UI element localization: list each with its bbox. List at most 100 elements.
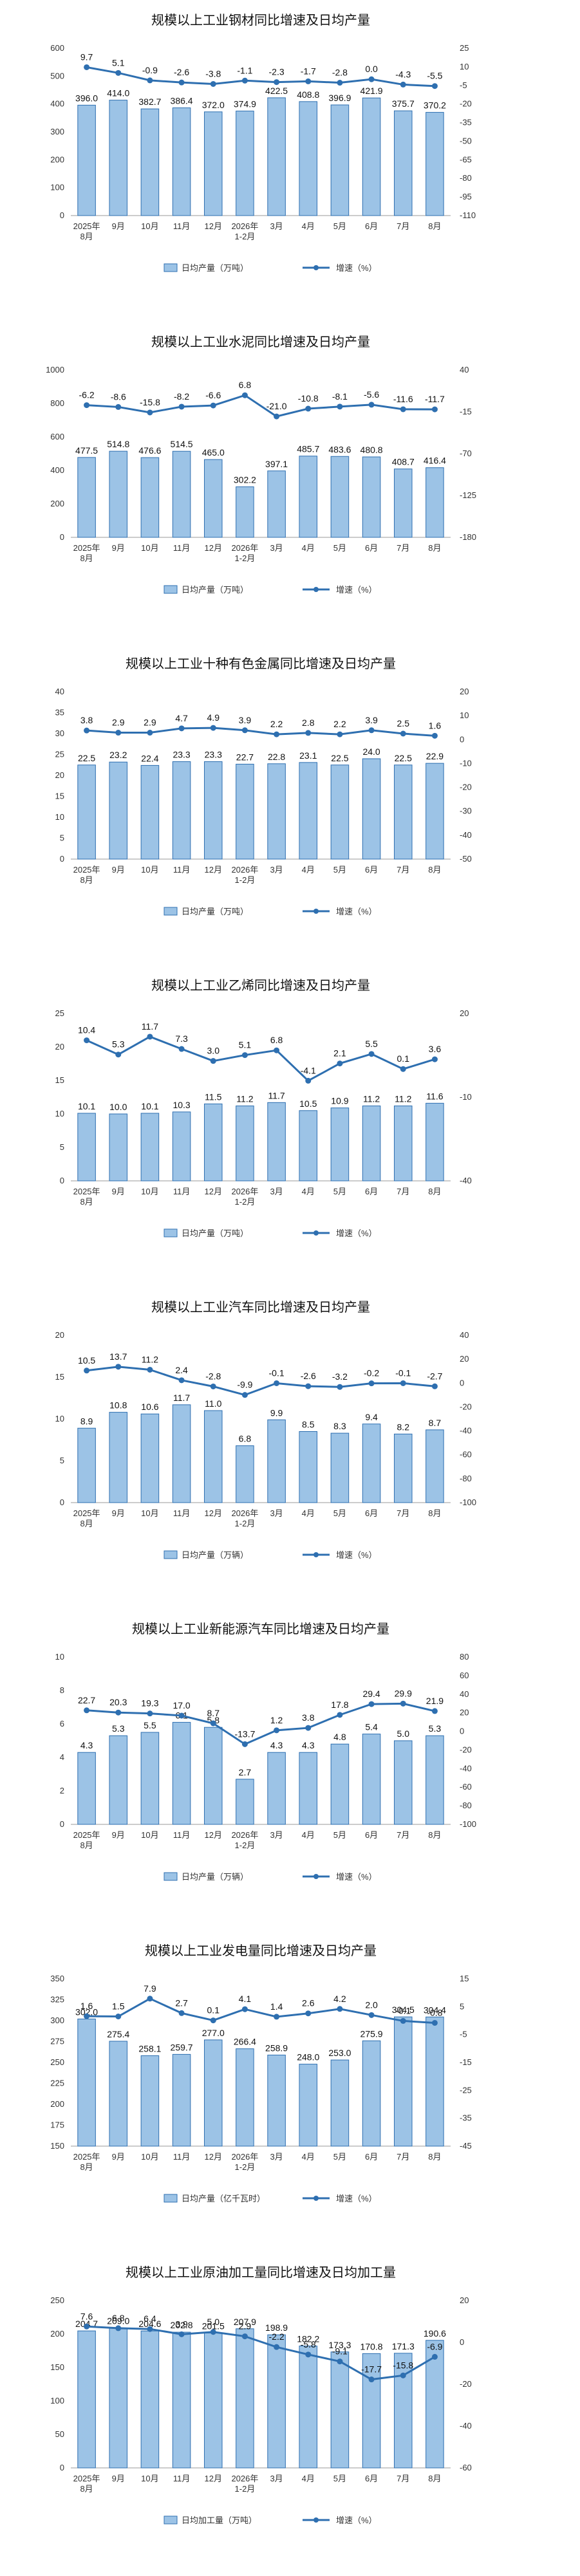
line-point: [337, 1712, 343, 1718]
legend-line-label: 增速（%）: [336, 585, 377, 595]
category-label: 10月: [141, 1187, 158, 1196]
line-value-label: -3.8: [205, 68, 221, 79]
line-value-label: 5.3: [112, 1039, 125, 1050]
line-point: [210, 2017, 216, 2024]
category-label: 2026年: [231, 1830, 258, 1840]
line-point: [368, 1701, 375, 1707]
growth-line: [86, 1997, 435, 2024]
bar: [267, 470, 286, 538]
category-label: 9月: [112, 1830, 125, 1840]
chart-svg: 规模以上工业发电量同比增速及日均产量 150 175 200 225 250 275 300 3…: [50, 1943, 472, 2203]
category-label: 3月: [270, 543, 283, 553]
line-value-label: 22.7: [78, 1695, 95, 1705]
line-point: [400, 1700, 406, 1707]
category-label: 11月: [173, 2474, 191, 2483]
left-axis-tick: 20: [55, 1042, 64, 1052]
line-point: [210, 2329, 216, 2335]
legend: 日均产量（万吨） 增速（%）: [164, 1228, 377, 1238]
legend-bar-swatch: [164, 263, 178, 272]
legend-bar-label: 日均产量（万吨）: [182, 1228, 248, 1238]
left-axis-tick: 250: [50, 2295, 64, 2305]
line-point: [210, 725, 216, 731]
bar: [362, 456, 381, 538]
category-label: 5月: [333, 1187, 346, 1196]
right-axis-tick: 10: [460, 710, 469, 720]
line-point: [178, 1046, 185, 1052]
bar-value-label: 201.5: [202, 2321, 225, 2331]
legend-bar-label: 日均产量（万吨）: [182, 585, 248, 595]
right-axis-tick: -20: [460, 2379, 472, 2389]
bar-value-label: 258.1: [138, 2043, 161, 2053]
legend-line-marker: [313, 265, 319, 270]
left-axis-tick: 150: [50, 2362, 64, 2372]
category-label: 6月: [365, 2152, 378, 2162]
line-point: [305, 2010, 312, 2017]
line-value-label: 3.9: [365, 715, 378, 725]
left-axis-tick: 4: [60, 1752, 64, 1762]
right-axis-tick: -70: [460, 449, 472, 458]
left-axis-tick: 800: [50, 398, 64, 408]
bar-value-label: 275.4: [107, 2029, 129, 2039]
category-label: 3月: [270, 221, 283, 231]
line-point: [274, 1047, 280, 1053]
line-value-label: -5.8: [301, 2339, 316, 2349]
bar-value-label: 304.5: [392, 2005, 415, 2015]
left-axis-tick: 10: [55, 1652, 64, 1662]
bar: [362, 2040, 381, 2147]
category-label: 11月: [173, 1187, 191, 1196]
line-point: [400, 1066, 406, 1072]
line-value-label: 4.2: [333, 1994, 346, 2004]
bar: [77, 1113, 96, 1181]
legend-bar-swatch: [164, 1872, 178, 1881]
line-value-label: 3.8: [302, 1712, 315, 1723]
line-value-label: 10.5: [78, 1355, 95, 1366]
line-value-label: 4.7: [175, 713, 188, 723]
left-axis-tick: 350: [50, 1974, 64, 1983]
bar: [77, 2018, 96, 2147]
line-point: [337, 2006, 343, 2012]
bar-value-label: 304.4: [424, 2005, 446, 2015]
right-axis-tick: -5: [460, 2030, 467, 2039]
category-label: 9月: [112, 1508, 125, 1518]
line-point: [337, 2358, 343, 2365]
category-label: 2026年: [231, 1508, 258, 1518]
line-point: [305, 730, 312, 736]
bar: [172, 107, 191, 216]
category-label: 4月: [302, 1508, 315, 1518]
line-value-label: -2.6: [301, 1371, 316, 1381]
legend-bar-label: 日均产量（万吨）: [182, 263, 248, 273]
line-point: [147, 2326, 153, 2332]
bar: [236, 1779, 254, 1825]
category-label: 4月: [302, 2474, 315, 2483]
legend-line-marker: [313, 909, 319, 914]
line-value-label: 0.1: [207, 2005, 220, 2015]
line-point: [241, 727, 248, 734]
bar: [426, 112, 444, 216]
bar-value-label: 370.2: [424, 100, 446, 111]
bar: [362, 97, 381, 216]
bar: [236, 1445, 254, 1503]
line-point: [84, 2323, 90, 2330]
legend-bar-label: 日均产量（亿千瓦时）: [182, 2194, 265, 2203]
line-value-label: -0.2: [364, 1368, 379, 1378]
right-axis-tick: -10: [460, 758, 472, 768]
line-point: [84, 64, 90, 70]
line-point: [147, 1366, 153, 1373]
bar-value-label: 23.2: [109, 750, 127, 760]
chart-svg: 规模以上工业钢材同比增速及日均产量 0 100 200 300 400 500 600 25 10…: [50, 13, 476, 273]
category-label: 2026年: [231, 1187, 258, 1196]
growth-line: [86, 1035, 435, 1082]
category-label: 3月: [270, 2152, 283, 2162]
bar: [426, 2016, 444, 2147]
line-value-label: 29.4: [362, 1689, 380, 1699]
line-value-label: 20.3: [109, 1697, 127, 1707]
category-label: 5月: [333, 1508, 346, 1518]
bar: [299, 1110, 318, 1181]
line-value-label: 7.9: [144, 1983, 156, 1994]
bar-value-label: 22.7: [236, 752, 254, 762]
line-point: [178, 2331, 185, 2337]
bar: [203, 761, 223, 860]
bar: [109, 2041, 128, 2147]
category-label: 8月: [428, 2474, 441, 2483]
category-label: 9月: [112, 543, 125, 553]
